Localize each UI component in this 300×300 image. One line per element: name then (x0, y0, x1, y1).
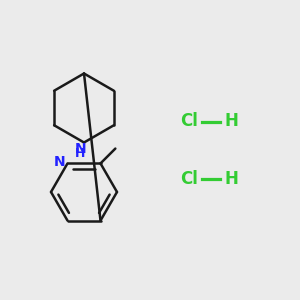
Text: Cl: Cl (180, 112, 198, 130)
Text: Cl: Cl (180, 169, 198, 188)
Text: H: H (224, 112, 238, 130)
Text: N: N (54, 154, 66, 169)
Text: H: H (75, 147, 85, 161)
Text: H: H (224, 169, 238, 188)
Text: N: N (74, 142, 86, 156)
